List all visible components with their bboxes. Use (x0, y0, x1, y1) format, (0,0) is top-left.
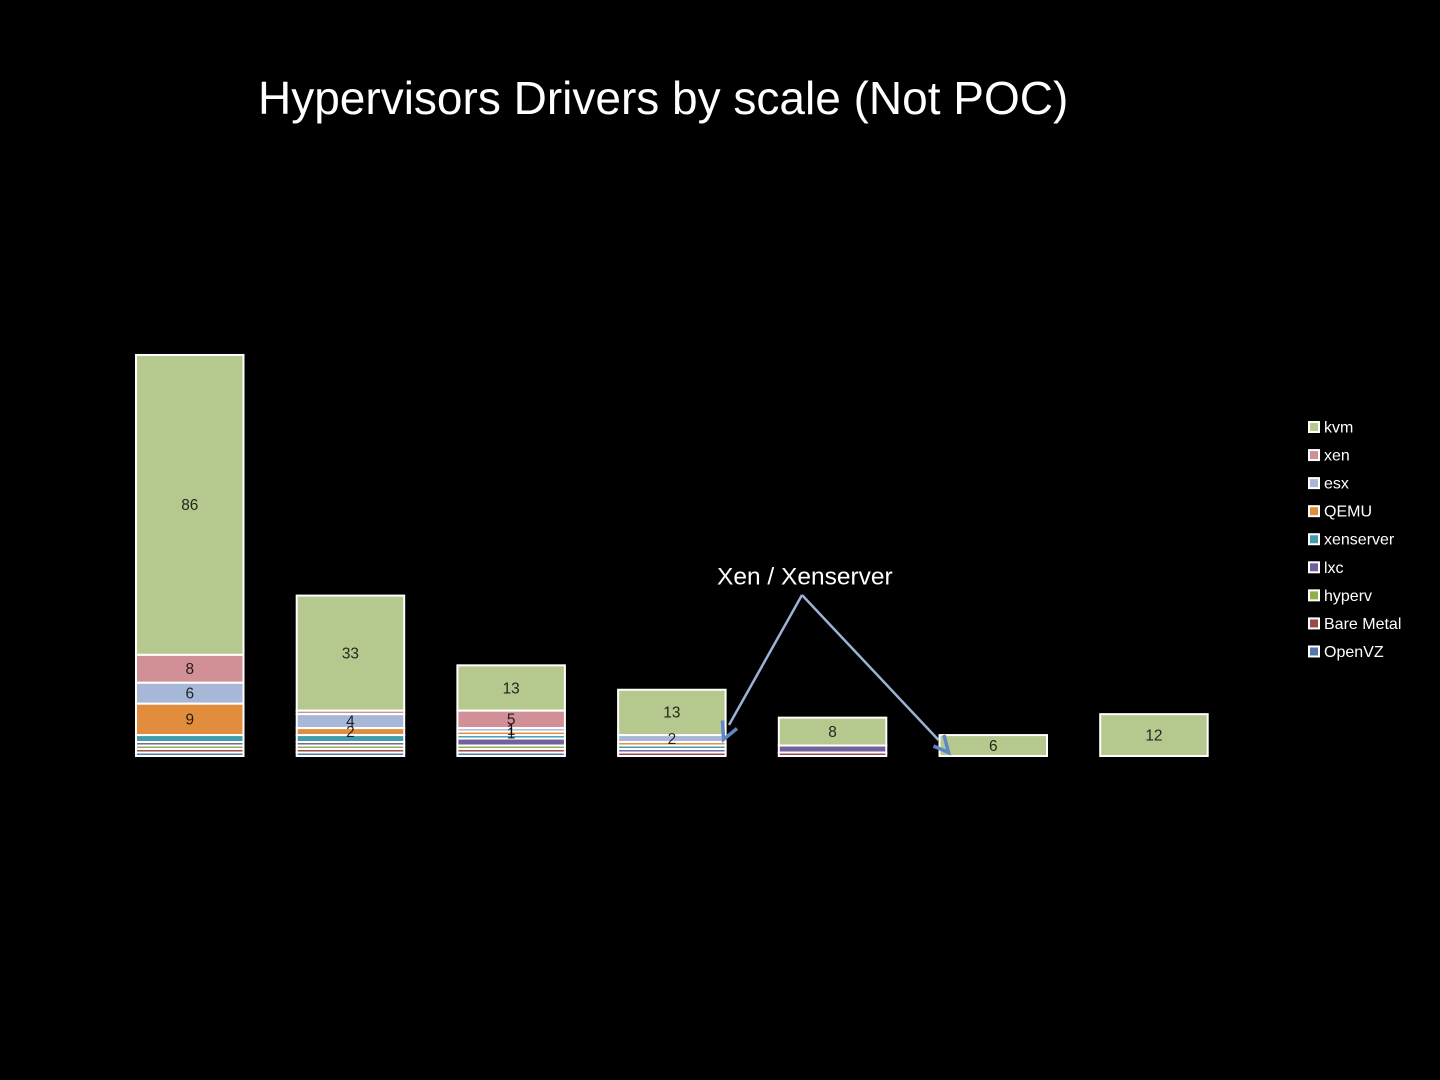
svg-text:xenserver: xenserver (1324, 532, 1395, 549)
svg-text:8: 8 (828, 724, 837, 741)
svg-text:12: 12 (1145, 727, 1162, 744)
svg-text:xen: xen (1324, 448, 1350, 465)
svg-text:86: 86 (181, 497, 198, 514)
svg-text:6: 6 (989, 738, 998, 755)
svg-text:esx: esx (1324, 476, 1349, 493)
svg-text:QEMU: QEMU (1324, 504, 1372, 521)
svg-text:Hypervisors Drivers by scale (: Hypervisors Drivers by scale (Not POC) (258, 72, 1068, 124)
svg-text:Xen / Xenserver: Xen / Xenserver (717, 564, 893, 591)
svg-text:Bare Metal: Bare Metal (1324, 616, 1401, 633)
svg-text:33: 33 (342, 645, 359, 662)
svg-text:6: 6 (185, 686, 194, 703)
svg-text:1: 1 (507, 726, 516, 743)
svg-text:OpenVZ: OpenVZ (1324, 644, 1384, 661)
svg-text:13: 13 (663, 705, 680, 722)
svg-text:4: 4 (346, 713, 355, 730)
svg-text:5: 5 (507, 712, 516, 729)
svg-text:9: 9 (185, 712, 194, 729)
svg-text:13: 13 (503, 680, 520, 697)
svg-text:8: 8 (185, 661, 194, 678)
svg-text:kvm: kvm (1324, 420, 1353, 437)
svg-text:lxc: lxc (1324, 560, 1344, 577)
svg-text:hyperv: hyperv (1324, 588, 1372, 605)
svg-text:2: 2 (346, 724, 355, 741)
svg-text:2: 2 (668, 731, 677, 748)
svg-text:1: 1 (507, 722, 516, 739)
